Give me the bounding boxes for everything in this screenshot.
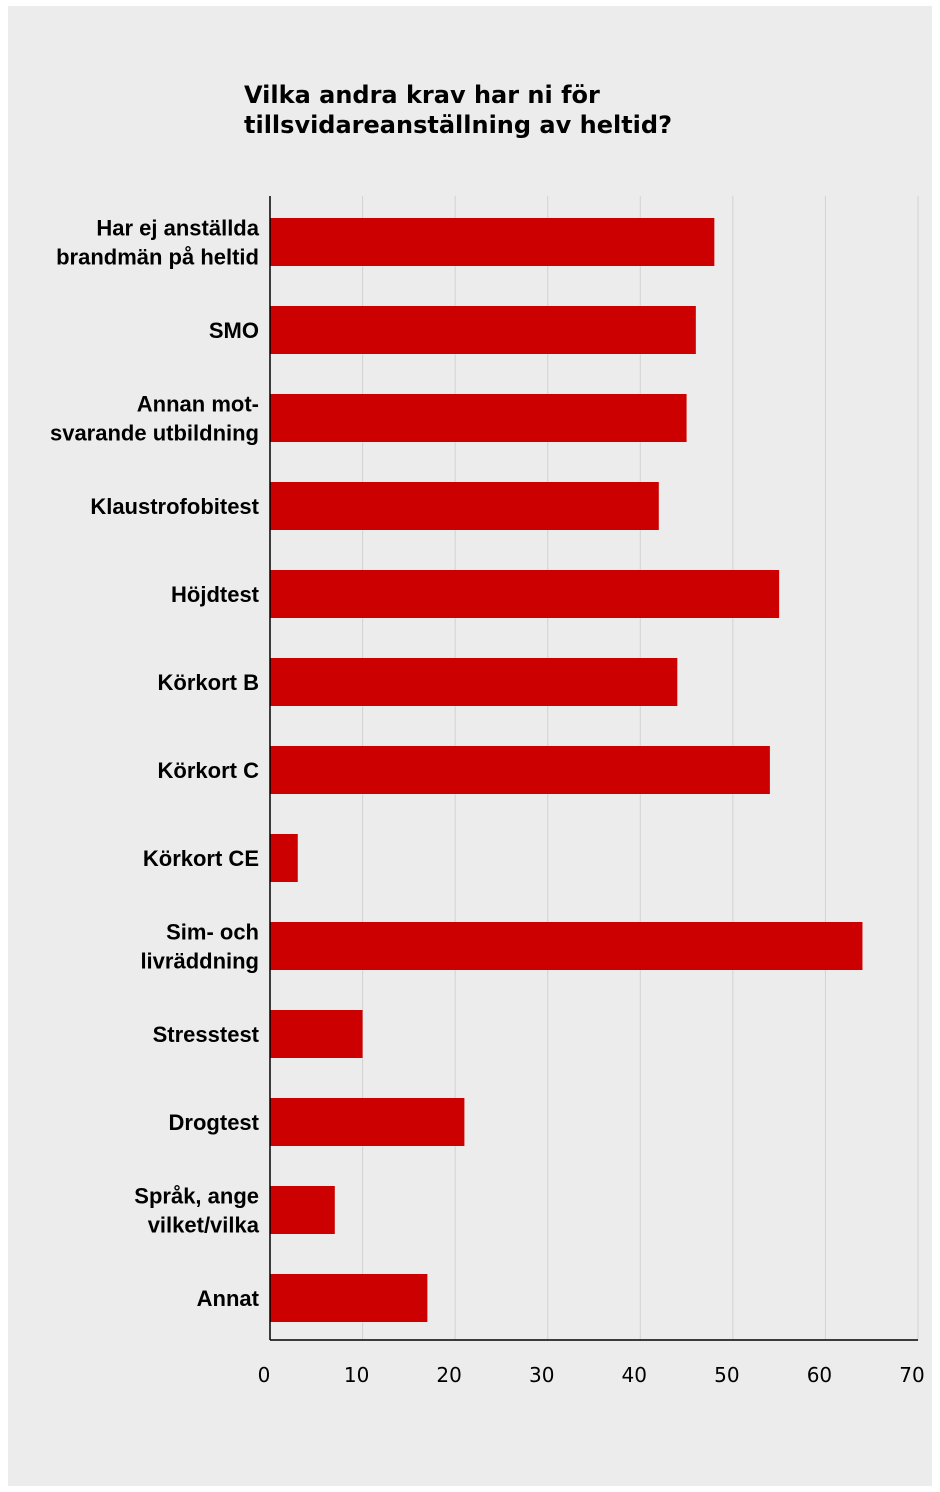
bar — [270, 306, 696, 354]
bar — [270, 482, 659, 530]
category-label: Körkort B — [158, 670, 259, 695]
category-label: brandmän på heltid — [56, 245, 259, 270]
chart-title-line-1: Vilka andra krav har ni för — [244, 81, 600, 109]
category-label: Annat — [197, 1286, 260, 1311]
category-label: Höjdtest — [171, 582, 260, 607]
category-label: Klaustrofobitest — [90, 494, 259, 519]
category-label: vilket/vilka — [148, 1213, 260, 1238]
bar — [270, 1274, 428, 1322]
bars — [270, 218, 863, 1322]
x-tick-label: 10 — [344, 1363, 369, 1387]
bar — [270, 834, 298, 882]
axes — [269, 196, 918, 1341]
bar — [270, 746, 770, 794]
category-label: Körkort C — [158, 758, 260, 783]
category-label: Språk, ange — [134, 1184, 259, 1209]
bar — [270, 394, 687, 442]
category-label: Annan mot- — [137, 392, 259, 417]
category-label: svarande utbildning — [50, 421, 259, 446]
bar — [270, 1186, 335, 1234]
category-label: Sim- och — [166, 920, 259, 945]
bar — [270, 570, 780, 618]
chart-title-line-2: tillsvidareanställning av heltid? — [244, 111, 673, 139]
x-tick-label: 20 — [436, 1363, 461, 1387]
x-tick-label: 40 — [622, 1363, 647, 1387]
x-tick-label: 50 — [714, 1363, 739, 1387]
x-tick-label: 0 — [258, 1363, 271, 1387]
category-label: Drogtest — [169, 1110, 260, 1135]
x-tick-label: 70 — [899, 1363, 924, 1387]
category-label: SMO — [209, 318, 259, 343]
bar — [270, 1098, 465, 1146]
x-tick-label: 60 — [807, 1363, 832, 1387]
category-label: Har ej anställda — [96, 216, 259, 241]
bar — [270, 1010, 363, 1058]
x-tick-label: 30 — [529, 1363, 554, 1387]
bar — [270, 218, 715, 266]
bar — [270, 922, 863, 970]
category-label: Körkort CE — [143, 846, 259, 871]
labels: 0 10 20 30 40 50 60 70 Har ej anställda brandmän … — [50, 216, 925, 1388]
category-label: Stresstest — [153, 1022, 260, 1047]
bar — [270, 658, 678, 706]
category-label: livräddning — [140, 949, 259, 974]
chart-title: Vilka andra krav har ni för tillsvidarea… — [244, 80, 672, 140]
